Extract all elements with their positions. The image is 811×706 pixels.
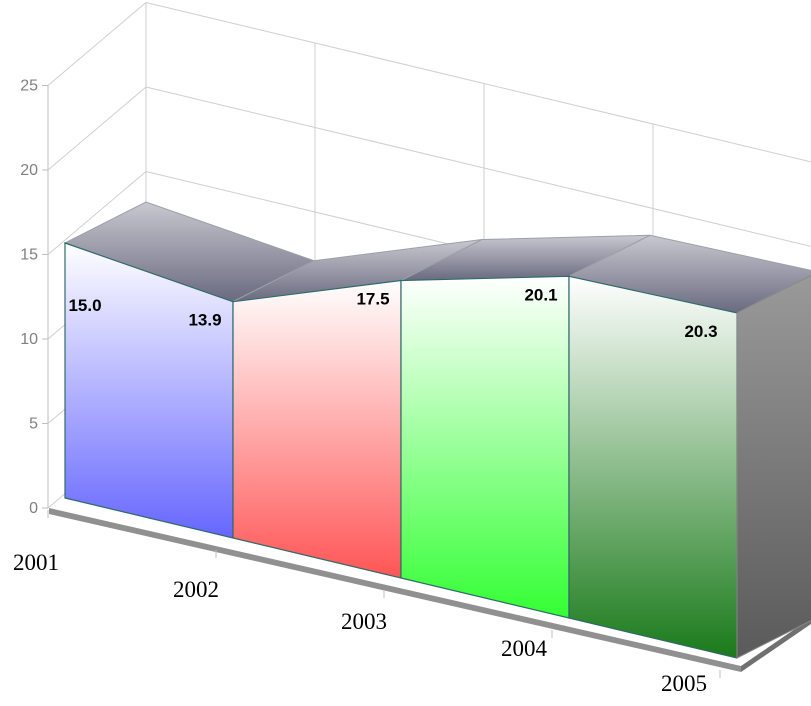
y-tick-label-5: 5 <box>29 416 38 433</box>
x-axis: 2001 2002 2003 2004 2005 <box>13 510 721 696</box>
floor-side <box>741 618 811 672</box>
gridline-side-25 <box>47 2 147 86</box>
area-series <box>63 201 811 659</box>
gridline-back-25 <box>145 2 811 163</box>
x-tick-label-2001: 2001 <box>13 550 59 575</box>
x-tick-label-2004: 2004 <box>501 636 548 661</box>
y-tick-label-15: 15 <box>20 247 38 264</box>
data-label-2004: 20.1 <box>524 285 557 304</box>
area-right-side <box>736 274 811 659</box>
area-segment-2002 <box>232 279 402 579</box>
x-tick-label-2005: 2005 <box>661 671 707 696</box>
y-axis: 0 5 10 15 20 25 <box>20 78 49 517</box>
x-tick-label-2002: 2002 <box>173 577 219 602</box>
y-tick-label-25: 25 <box>20 78 38 95</box>
floor-slab <box>49 508 741 672</box>
gridline-back-20 <box>145 86 811 247</box>
gridline-side-15 <box>47 171 147 255</box>
y-tick-label-0: 0 <box>29 500 38 517</box>
data-label-2002: 13.9 <box>188 311 221 330</box>
y-tick-label-10: 10 <box>20 331 38 348</box>
x-tick-label-2003: 2003 <box>341 609 387 634</box>
data-label-2005: 20.3 <box>684 322 717 341</box>
data-labels: 15.0 13.9 17.5 20.1 20.3 <box>68 285 717 341</box>
gridline-side-20 <box>47 86 147 171</box>
y-tick-label-20: 20 <box>20 162 38 179</box>
data-label-2003: 17.5 <box>356 290 389 309</box>
data-label-2001: 15.0 <box>68 296 101 315</box>
area-segment-2003 <box>400 275 570 619</box>
floor <box>49 508 811 672</box>
